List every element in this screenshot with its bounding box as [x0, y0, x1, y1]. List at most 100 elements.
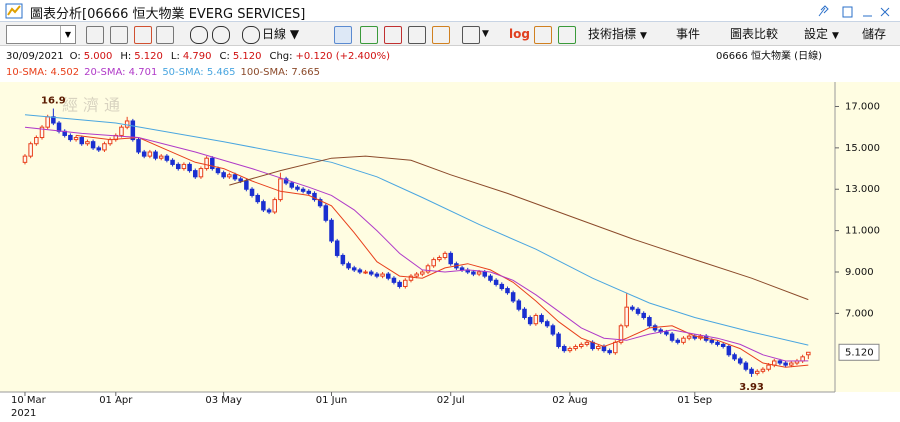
chart-style[interactable]: [432, 26, 450, 44]
candle-body: [760, 368, 766, 372]
chart-style[interactable]: [408, 26, 426, 44]
grid-button[interactable]: [462, 26, 480, 44]
candle-body: [641, 312, 646, 319]
app-icon: [5, 3, 23, 19]
candle-body: [306, 190, 312, 194]
candle-body: [573, 345, 578, 350]
candle-body: [136, 139, 141, 153]
toolbar-button[interactable]: 儲存: [862, 25, 886, 43]
candle-body: [493, 279, 499, 285]
tool-icon[interactable]: [534, 26, 552, 44]
zoom-out[interactable]: [212, 26, 230, 44]
toolbar-button[interactable]: 技術指標 ▼: [588, 27, 647, 41]
candle-body: [669, 333, 675, 341]
candle-body: [414, 273, 419, 277]
candle-body: [198, 168, 204, 178]
candle-body: [743, 362, 749, 370]
candle-body: [124, 120, 130, 128]
candle-body: [789, 362, 794, 366]
sma-line: [76, 134, 809, 368]
tool-icon[interactable]: [558, 26, 576, 44]
chart-style[interactable]: [384, 26, 402, 44]
price-tag-label: 5.120: [845, 347, 874, 358]
header-text: 5.000: [84, 51, 113, 62]
candle-body: [471, 271, 476, 275]
candle-body: [425, 265, 431, 273]
candle-body: [181, 163, 187, 170]
x-tick-label: 03 May: [205, 395, 242, 406]
candle-body: [613, 341, 618, 354]
sma-line: [24, 114, 809, 346]
candle-body: [647, 317, 652, 327]
toolbar-button[interactable]: 圖表比較: [730, 25, 778, 43]
zoom-in[interactable]: [190, 26, 208, 44]
interval-button[interactable]: 日線 ▼: [262, 27, 300, 41]
candle-body: [709, 339, 715, 343]
candle-body: [806, 351, 811, 356]
candle-body: [675, 339, 681, 343]
candle-body: [749, 368, 754, 374]
tool-icon[interactable]: [110, 26, 128, 44]
toolbar-button[interactable]: 設定 ▼: [804, 27, 839, 41]
candle-body: [39, 126, 45, 139]
candle-body: [255, 194, 260, 203]
header-text: L:: [171, 51, 180, 62]
y-tick-label: 11.000: [845, 226, 880, 237]
tool-icon[interactable]: [134, 26, 152, 44]
legend-entry: 20-SMA: 4.701: [84, 67, 157, 78]
candle-body: [238, 178, 243, 182]
candle-body: [630, 306, 635, 310]
candle-body: [68, 134, 73, 141]
window-controls[interactable]: [815, 2, 895, 22]
button-label: 技術指標: [588, 27, 637, 41]
toolbar: ▼ 日線 ▼ ▼ log 技術指標 ▼ 事件 圖表比較 設定 ▼ 儲存: [0, 22, 900, 46]
candle-body: [726, 345, 732, 356]
sma-line: [24, 126, 809, 362]
chart-style[interactable]: [360, 26, 378, 44]
candle-body: [175, 163, 181, 170]
symbol-input[interactable]: ▼: [6, 25, 76, 44]
candle-body: [397, 281, 402, 287]
instrument: 06666 恒大物業 (日線): [716, 49, 822, 62]
header-text: O:: [70, 51, 81, 62]
annotation: 3.93: [739, 382, 764, 393]
candle-body: [777, 360, 783, 364]
tool-icon[interactable]: [86, 26, 104, 44]
candle-body: [227, 174, 232, 178]
button-label: 圖表比較: [730, 27, 779, 41]
candle-body: [448, 252, 453, 265]
candle-body: [420, 271, 425, 275]
dropdown[interactable]: ▼: [482, 29, 489, 39]
candle-body: [158, 155, 164, 159]
candle-body: [34, 137, 39, 145]
button-label: 儲存: [862, 27, 887, 41]
candle-body: [102, 143, 107, 151]
tool-icon[interactable]: [156, 26, 174, 44]
y-tick-label: 7.000: [845, 308, 874, 319]
candle-body: [800, 356, 805, 362]
candle-body: [351, 267, 357, 271]
candle-body: [754, 370, 760, 374]
plot-background: [0, 82, 900, 392]
interval-icon[interactable]: [242, 26, 260, 44]
annotation: 16.9: [41, 96, 66, 107]
candle-body: [193, 170, 198, 178]
x-tick-label: 10 Mar: [11, 395, 47, 406]
candle-body: [244, 180, 249, 190]
candle-body: [51, 116, 56, 124]
candle-body: [584, 341, 590, 345]
log-button[interactable]: log: [509, 27, 530, 41]
chart-style[interactable]: [334, 26, 352, 44]
toolbar-button[interactable]: 事件: [676, 25, 700, 43]
x-tick-label: 02 Jul: [437, 395, 465, 406]
candle-body: [403, 279, 408, 287]
y-tick-label: 9.000: [845, 267, 874, 278]
y-tick-label: 17.000: [845, 101, 880, 112]
legend-entry: 10-SMA: 4.502: [6, 67, 79, 78]
candle-body: [204, 157, 209, 170]
candle-body: [601, 345, 607, 352]
candle-body: [357, 269, 363, 273]
candle-body: [550, 325, 556, 335]
candle-body: [516, 300, 522, 310]
